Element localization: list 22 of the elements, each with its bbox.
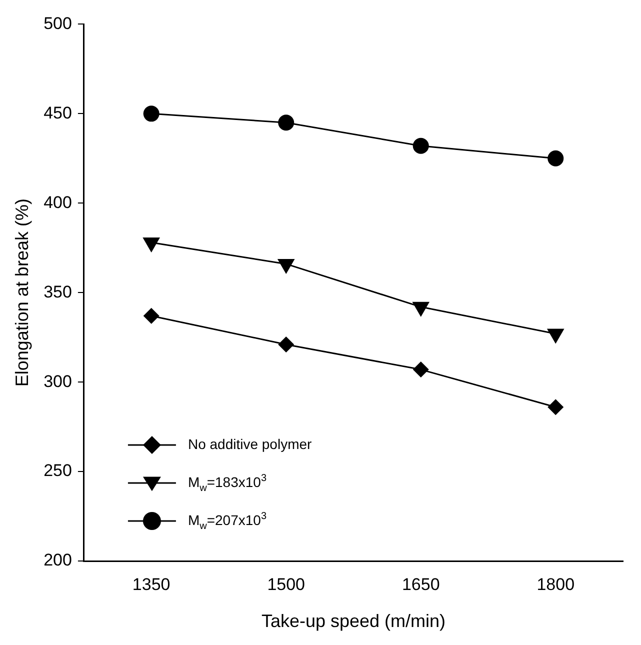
point — [412, 362, 429, 378]
x-axis-title: Take-up speed (m/min) — [261, 611, 446, 632]
point — [548, 150, 564, 166]
point — [278, 114, 294, 131]
y-tick-label: 450 — [44, 103, 72, 122]
y-tick-label: 250 — [44, 461, 72, 480]
point — [143, 308, 160, 324]
x-tick-label: 1500 — [267, 574, 306, 594]
legend-label: No additive polymer — [188, 436, 312, 452]
x-tick-label: 1800 — [536, 574, 575, 594]
y-axis-title: Elongation at break (%) — [12, 198, 32, 387]
x-tick-label: 1650 — [402, 574, 440, 594]
y-tick-label: 400 — [44, 192, 72, 212]
y-tick-label: 500 — [44, 14, 72, 33]
point — [548, 399, 564, 416]
point — [278, 336, 294, 352]
y-tick-label: 200 — [44, 550, 72, 570]
point — [412, 138, 429, 154]
y-tick-label: 350 — [44, 282, 72, 302]
x-tick-label: 1350 — [132, 574, 170, 594]
y-tick-label: 300 — [44, 372, 72, 391]
point — [143, 106, 160, 122]
